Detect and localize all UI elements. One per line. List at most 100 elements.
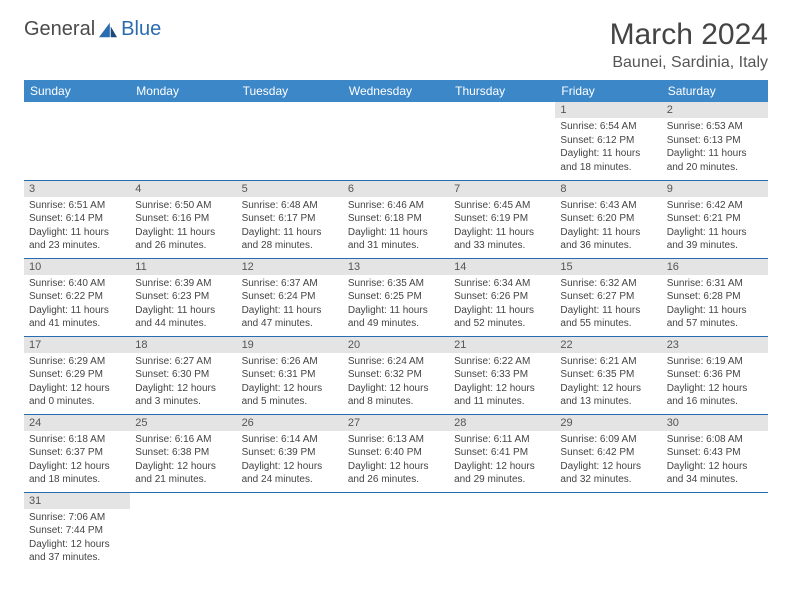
sunrise-text: Sunrise: 6:43 AM bbox=[560, 199, 656, 213]
calendar-day-cell bbox=[662, 492, 768, 570]
day-number: 14 bbox=[449, 259, 555, 275]
sunset-text: Sunset: 6:23 PM bbox=[135, 290, 231, 304]
calendar-day-cell: 12Sunrise: 6:37 AMSunset: 6:24 PMDayligh… bbox=[237, 258, 343, 336]
day-number: 10 bbox=[24, 259, 130, 275]
day-sun-data: Sunrise: 6:13 AMSunset: 6:40 PMDaylight:… bbox=[343, 431, 449, 489]
sunrise-text: Sunrise: 6:51 AM bbox=[29, 199, 125, 213]
sunset-text: Sunset: 6:38 PM bbox=[135, 446, 231, 460]
sunrise-text: Sunrise: 6:48 AM bbox=[242, 199, 338, 213]
daylight-text-1: Daylight: 12 hours bbox=[560, 460, 656, 474]
calendar-day-cell bbox=[24, 102, 130, 180]
daylight-text-1: Daylight: 11 hours bbox=[560, 304, 656, 318]
day-number: 18 bbox=[130, 337, 236, 353]
daylight-text-1: Daylight: 12 hours bbox=[348, 382, 444, 396]
weekday-header: Wednesday bbox=[343, 80, 449, 102]
weekday-header: Monday bbox=[130, 80, 236, 102]
daylight-text-2: and 29 minutes. bbox=[454, 473, 550, 487]
sunset-text: Sunset: 6:28 PM bbox=[667, 290, 763, 304]
calendar-day-cell: 3Sunrise: 6:51 AMSunset: 6:14 PMDaylight… bbox=[24, 180, 130, 258]
day-sun-data: Sunrise: 6:35 AMSunset: 6:25 PMDaylight:… bbox=[343, 275, 449, 333]
calendar-day-cell: 11Sunrise: 6:39 AMSunset: 6:23 PMDayligh… bbox=[130, 258, 236, 336]
sunrise-text: Sunrise: 6:13 AM bbox=[348, 433, 444, 447]
sunset-text: Sunset: 6:32 PM bbox=[348, 368, 444, 382]
sunset-text: Sunset: 6:33 PM bbox=[454, 368, 550, 382]
calendar-day-cell: 10Sunrise: 6:40 AMSunset: 6:22 PMDayligh… bbox=[24, 258, 130, 336]
day-number: 19 bbox=[237, 337, 343, 353]
calendar-week-row: 1Sunrise: 6:54 AMSunset: 6:12 PMDaylight… bbox=[24, 102, 768, 180]
day-number: 26 bbox=[237, 415, 343, 431]
daylight-text-1: Daylight: 12 hours bbox=[242, 460, 338, 474]
calendar-day-cell bbox=[130, 102, 236, 180]
daylight-text-1: Daylight: 11 hours bbox=[667, 147, 763, 161]
day-number: 4 bbox=[130, 181, 236, 197]
weekday-header-row: SundayMondayTuesdayWednesdayThursdayFrid… bbox=[24, 80, 768, 102]
sunrise-text: Sunrise: 6:18 AM bbox=[29, 433, 125, 447]
calendar-day-cell bbox=[343, 102, 449, 180]
sunrise-text: Sunrise: 6:53 AM bbox=[667, 120, 763, 134]
daylight-text-2: and 55 minutes. bbox=[560, 317, 656, 331]
day-number: 1 bbox=[555, 102, 661, 118]
sunset-text: Sunset: 6:30 PM bbox=[135, 368, 231, 382]
sunrise-text: Sunrise: 6:31 AM bbox=[667, 277, 763, 291]
sunset-text: Sunset: 6:31 PM bbox=[242, 368, 338, 382]
sunrise-text: Sunrise: 6:42 AM bbox=[667, 199, 763, 213]
day-sun-data: Sunrise: 6:39 AMSunset: 6:23 PMDaylight:… bbox=[130, 275, 236, 333]
calendar-day-cell bbox=[237, 102, 343, 180]
daylight-text-1: Daylight: 12 hours bbox=[667, 460, 763, 474]
sunset-text: Sunset: 6:41 PM bbox=[454, 446, 550, 460]
day-sun-data: Sunrise: 6:45 AMSunset: 6:19 PMDaylight:… bbox=[449, 197, 555, 255]
daylight-text-2: and 26 minutes. bbox=[135, 239, 231, 253]
sunrise-text: Sunrise: 6:50 AM bbox=[135, 199, 231, 213]
sunrise-text: Sunrise: 6:27 AM bbox=[135, 355, 231, 369]
day-number: 28 bbox=[449, 415, 555, 431]
logo-text-1: General bbox=[24, 18, 95, 41]
daylight-text-2: and 23 minutes. bbox=[29, 239, 125, 253]
day-sun-data: Sunrise: 6:18 AMSunset: 6:37 PMDaylight:… bbox=[24, 431, 130, 489]
calendar-day-cell: 25Sunrise: 6:16 AMSunset: 6:38 PMDayligh… bbox=[130, 414, 236, 492]
day-sun-data: Sunrise: 6:22 AMSunset: 6:33 PMDaylight:… bbox=[449, 353, 555, 411]
daylight-text-2: and 3 minutes. bbox=[135, 395, 231, 409]
sunrise-text: Sunrise: 6:29 AM bbox=[29, 355, 125, 369]
calendar-day-cell bbox=[449, 102, 555, 180]
sunset-text: Sunset: 6:13 PM bbox=[667, 134, 763, 148]
day-sun-data: Sunrise: 6:32 AMSunset: 6:27 PMDaylight:… bbox=[555, 275, 661, 333]
sunset-text: Sunset: 6:14 PM bbox=[29, 212, 125, 226]
daylight-text-2: and 36 minutes. bbox=[560, 239, 656, 253]
calendar-day-cell: 18Sunrise: 6:27 AMSunset: 6:30 PMDayligh… bbox=[130, 336, 236, 414]
day-sun-data: Sunrise: 6:51 AMSunset: 6:14 PMDaylight:… bbox=[24, 197, 130, 255]
daylight-text-2: and 37 minutes. bbox=[29, 551, 125, 565]
day-number: 3 bbox=[24, 181, 130, 197]
daylight-text-2: and 32 minutes. bbox=[560, 473, 656, 487]
day-sun-data: Sunrise: 6:53 AMSunset: 6:13 PMDaylight:… bbox=[662, 118, 768, 176]
day-number: 8 bbox=[555, 181, 661, 197]
sunrise-text: Sunrise: 6:40 AM bbox=[29, 277, 125, 291]
daylight-text-2: and 24 minutes. bbox=[242, 473, 338, 487]
daylight-text-2: and 28 minutes. bbox=[242, 239, 338, 253]
day-sun-data: Sunrise: 6:29 AMSunset: 6:29 PMDaylight:… bbox=[24, 353, 130, 411]
day-sun-data: Sunrise: 6:34 AMSunset: 6:26 PMDaylight:… bbox=[449, 275, 555, 333]
day-sun-data: Sunrise: 6:26 AMSunset: 6:31 PMDaylight:… bbox=[237, 353, 343, 411]
calendar-week-row: 24Sunrise: 6:18 AMSunset: 6:37 PMDayligh… bbox=[24, 414, 768, 492]
daylight-text-2: and 34 minutes. bbox=[667, 473, 763, 487]
day-sun-data: Sunrise: 6:48 AMSunset: 6:17 PMDaylight:… bbox=[237, 197, 343, 255]
daylight-text-1: Daylight: 12 hours bbox=[29, 460, 125, 474]
calendar-day-cell: 29Sunrise: 6:09 AMSunset: 6:42 PMDayligh… bbox=[555, 414, 661, 492]
day-number: 25 bbox=[130, 415, 236, 431]
day-sun-data: Sunrise: 7:06 AMSunset: 7:44 PMDaylight:… bbox=[24, 509, 130, 567]
calendar-day-cell: 9Sunrise: 6:42 AMSunset: 6:21 PMDaylight… bbox=[662, 180, 768, 258]
calendar-day-cell: 1Sunrise: 6:54 AMSunset: 6:12 PMDaylight… bbox=[555, 102, 661, 180]
weekday-header: Tuesday bbox=[237, 80, 343, 102]
calendar-day-cell: 5Sunrise: 6:48 AMSunset: 6:17 PMDaylight… bbox=[237, 180, 343, 258]
day-number: 2 bbox=[662, 102, 768, 118]
title-block: March 2024 Baunei, Sardinia, Italy bbox=[610, 18, 768, 72]
sunrise-text: Sunrise: 6:39 AM bbox=[135, 277, 231, 291]
calendar-day-cell: 28Sunrise: 6:11 AMSunset: 6:41 PMDayligh… bbox=[449, 414, 555, 492]
calendar-week-row: 17Sunrise: 6:29 AMSunset: 6:29 PMDayligh… bbox=[24, 336, 768, 414]
sunrise-text: Sunrise: 6:45 AM bbox=[454, 199, 550, 213]
calendar-day-cell bbox=[237, 492, 343, 570]
calendar-day-cell bbox=[343, 492, 449, 570]
daylight-text-1: Daylight: 12 hours bbox=[667, 382, 763, 396]
calendar-day-cell: 22Sunrise: 6:21 AMSunset: 6:35 PMDayligh… bbox=[555, 336, 661, 414]
daylight-text-2: and 21 minutes. bbox=[135, 473, 231, 487]
daylight-text-1: Daylight: 11 hours bbox=[135, 304, 231, 318]
